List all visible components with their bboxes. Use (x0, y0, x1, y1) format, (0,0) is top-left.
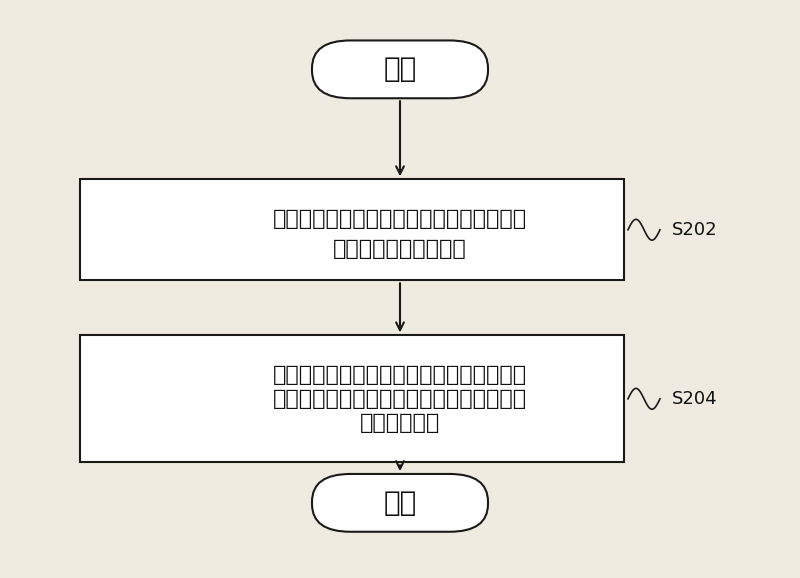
Bar (80, 179, 624, 280)
Text: 结束: 结束 (383, 489, 417, 517)
FancyBboxPatch shape (312, 474, 488, 532)
Text: 基站为用户预分配跳频参数，并且用户按照: 基站为用户预分配跳频参数，并且用户按照 (273, 209, 527, 229)
Text: S202: S202 (672, 221, 718, 239)
Text: S204: S204 (672, 390, 718, 408)
FancyBboxPatch shape (312, 40, 488, 98)
Text: 参数，或者使用基站为其分配的新跳频参数: 参数，或者使用基站为其分配的新跳频参数 (273, 389, 527, 409)
Bar (80, 335, 624, 462)
Text: 跳频参数进行跳频发射: 跳频参数进行跳频发射 (333, 239, 467, 260)
Text: 进行跳频发射: 进行跳频发射 (360, 413, 440, 433)
Text: 当用户请求调度时，用户使用预分配的跳频: 当用户请求调度时，用户使用预分配的跳频 (273, 365, 527, 384)
Text: 开始: 开始 (383, 55, 417, 83)
